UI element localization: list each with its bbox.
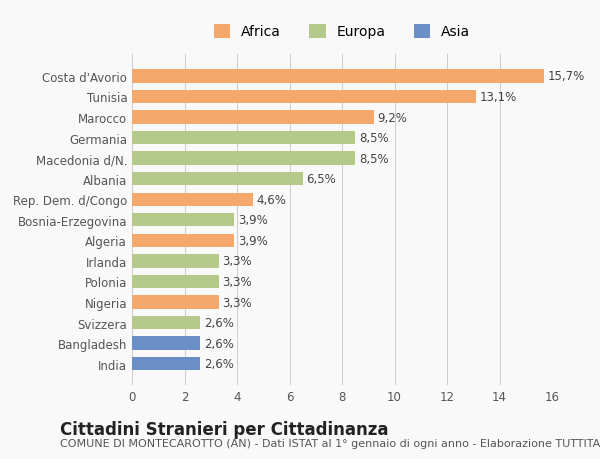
Text: 3,3%: 3,3% (223, 296, 252, 309)
Bar (132, 193, 253, 207)
Bar (132, 316, 200, 330)
Text: 3,9%: 3,9% (238, 214, 268, 227)
Text: 8,5%: 8,5% (359, 152, 389, 165)
Text: Cittadini Stranieri per Cittadinanza: Cittadini Stranieri per Cittadinanza (60, 420, 389, 438)
Bar (132, 357, 200, 370)
Text: COMUNE DI MONTECAROTTO (AN) - Dati ISTAT al 1° gennaio di ogni anno - Elaborazio: COMUNE DI MONTECAROTTO (AN) - Dati ISTAT… (60, 438, 600, 448)
Text: 6,5%: 6,5% (307, 173, 337, 186)
Text: 2,6%: 2,6% (204, 316, 234, 330)
Bar (132, 152, 355, 165)
Bar (132, 213, 235, 227)
Bar (132, 70, 544, 84)
Bar (132, 296, 218, 309)
Legend: Africa, Europa, Asia: Africa, Europa, Asia (208, 19, 476, 45)
Bar (132, 255, 218, 268)
Bar (132, 234, 235, 247)
Bar (132, 90, 476, 104)
Bar (132, 173, 302, 186)
Text: 13,1%: 13,1% (480, 91, 517, 104)
Text: 4,6%: 4,6% (257, 193, 287, 206)
Text: 3,3%: 3,3% (223, 255, 252, 268)
Bar (132, 337, 200, 350)
Bar (132, 132, 355, 145)
Bar (132, 111, 373, 124)
Text: 2,6%: 2,6% (204, 358, 234, 370)
Bar (132, 275, 218, 289)
Text: 2,6%: 2,6% (204, 337, 234, 350)
Text: 15,7%: 15,7% (548, 70, 586, 83)
Text: 3,9%: 3,9% (238, 235, 268, 247)
Text: 9,2%: 9,2% (377, 111, 407, 124)
Text: 3,3%: 3,3% (223, 275, 252, 288)
Text: 8,5%: 8,5% (359, 132, 389, 145)
